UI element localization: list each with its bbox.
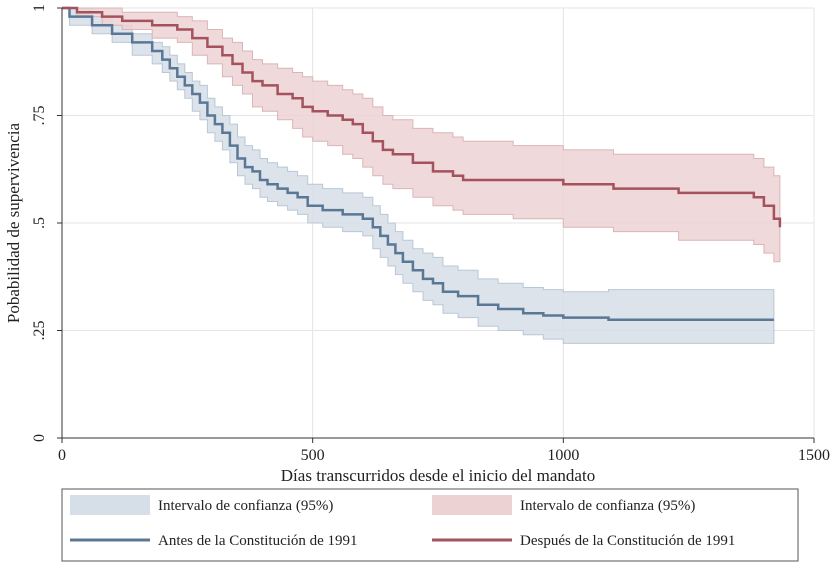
- legend-item: Intervalo de confianza (95%): [432, 495, 695, 515]
- survival-line-antes: [62, 6, 774, 322]
- y-tick-label: 1: [31, 4, 48, 12]
- x-tick-label: 1000: [547, 447, 579, 464]
- legend-label: Intervalo de confianza (95%): [158, 498, 333, 514]
- legend-label: Antes de la Constitución de 1991: [158, 533, 358, 549]
- x-axis-label: Días transcurridos desde el inicio del m…: [281, 466, 595, 485]
- x-tick-label: 0: [58, 447, 66, 464]
- y-tick-label: 0: [31, 434, 48, 442]
- legend-item: Antes de la Constitución de 1991: [70, 533, 358, 549]
- legend: Intervalo de confianza (95%) Intervalo de…: [70, 495, 735, 549]
- legend-label: Después de la Constitución de 1991: [520, 533, 735, 549]
- survival-lines: [62, 6, 782, 322]
- y-tick-label: .5: [31, 217, 48, 229]
- axis-ticks: 0 .25 .5 .75 1 0 500 1000 1500: [31, 4, 830, 464]
- x-tick-label: 1500: [798, 447, 830, 464]
- legend-band-swatch: [70, 495, 150, 515]
- legend-label: Intervalo de confianza (95%): [520, 498, 695, 514]
- y-tick-label: .25: [31, 321, 48, 341]
- survival-line-despues: [62, 6, 782, 228]
- legend-band-swatch: [432, 495, 512, 515]
- y-tick-label: .75: [31, 106, 48, 126]
- legend-item: Después de la Constitución de 1991: [432, 533, 735, 549]
- y-axis-label: Pobabilidad de supervivencia: [4, 122, 23, 323]
- x-tick-label: 500: [301, 447, 325, 464]
- legend-box: [61, 488, 799, 562]
- legend-item: Intervalo de confianza (95%): [70, 495, 333, 515]
